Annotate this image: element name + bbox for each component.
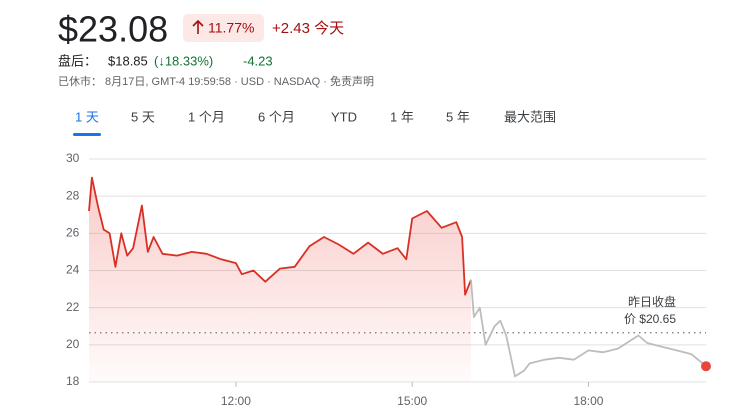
after-hours-pct: (↓18.33%) <box>154 53 213 68</box>
price-line <box>470 279 707 378</box>
y-tick-label: 30 <box>66 151 80 165</box>
range-tab[interactable]: 5 天 <box>131 109 155 124</box>
y-tick-label: 20 <box>66 337 80 351</box>
range-tab[interactable]: 5 年 <box>446 109 470 124</box>
after-hours-label: 盘后： <box>58 53 97 68</box>
range-tab[interactable]: 1 天 <box>75 109 99 124</box>
y-tick-label: 18 <box>66 374 80 388</box>
x-tick-label: 18:00 <box>573 394 603 408</box>
price-line <box>88 176 472 296</box>
y-tick-label: 24 <box>66 263 80 277</box>
market-status: 已休市： 8月17日, GMT-4 19:59:58 · USD · NASDA… <box>58 74 374 88</box>
last-price-dot <box>701 361 711 372</box>
change-badge <box>183 14 264 42</box>
price: $23.08 <box>58 9 168 50</box>
change-today: +2.43 今天 <box>272 20 344 37</box>
y-tick-label: 26 <box>66 226 80 240</box>
range-tabs: 1 天 5 天 1 个月 6 个月 YTD 1 年 5 年 最大范围 <box>75 109 556 124</box>
range-tab[interactable]: 6 个月 <box>258 109 295 124</box>
y-tick-label: 22 <box>66 300 80 314</box>
price-area <box>89 177 471 382</box>
change-pct: 11.77% <box>208 20 254 36</box>
y-tick-label: 28 <box>66 188 80 202</box>
x-tick-label: 15:00 <box>397 394 427 408</box>
range-tab[interactable]: 1 年 <box>390 109 414 124</box>
range-tab[interactable]: 最大范围 <box>504 109 556 124</box>
after-hours-change: -4.23 <box>243 53 273 68</box>
x-tick-label: 12:00 <box>221 394 251 408</box>
prev-close-label: 价 $20.65 <box>624 312 676 326</box>
range-tab[interactable]: 1 个月 <box>188 109 225 124</box>
active-tab-indicator <box>73 133 101 136</box>
up-arrow <box>192 19 204 34</box>
prev-close-label: 昨日收盘 <box>628 294 676 309</box>
after-hours-price: $18.85 <box>108 53 148 68</box>
range-tab[interactable]: YTD <box>331 109 357 124</box>
